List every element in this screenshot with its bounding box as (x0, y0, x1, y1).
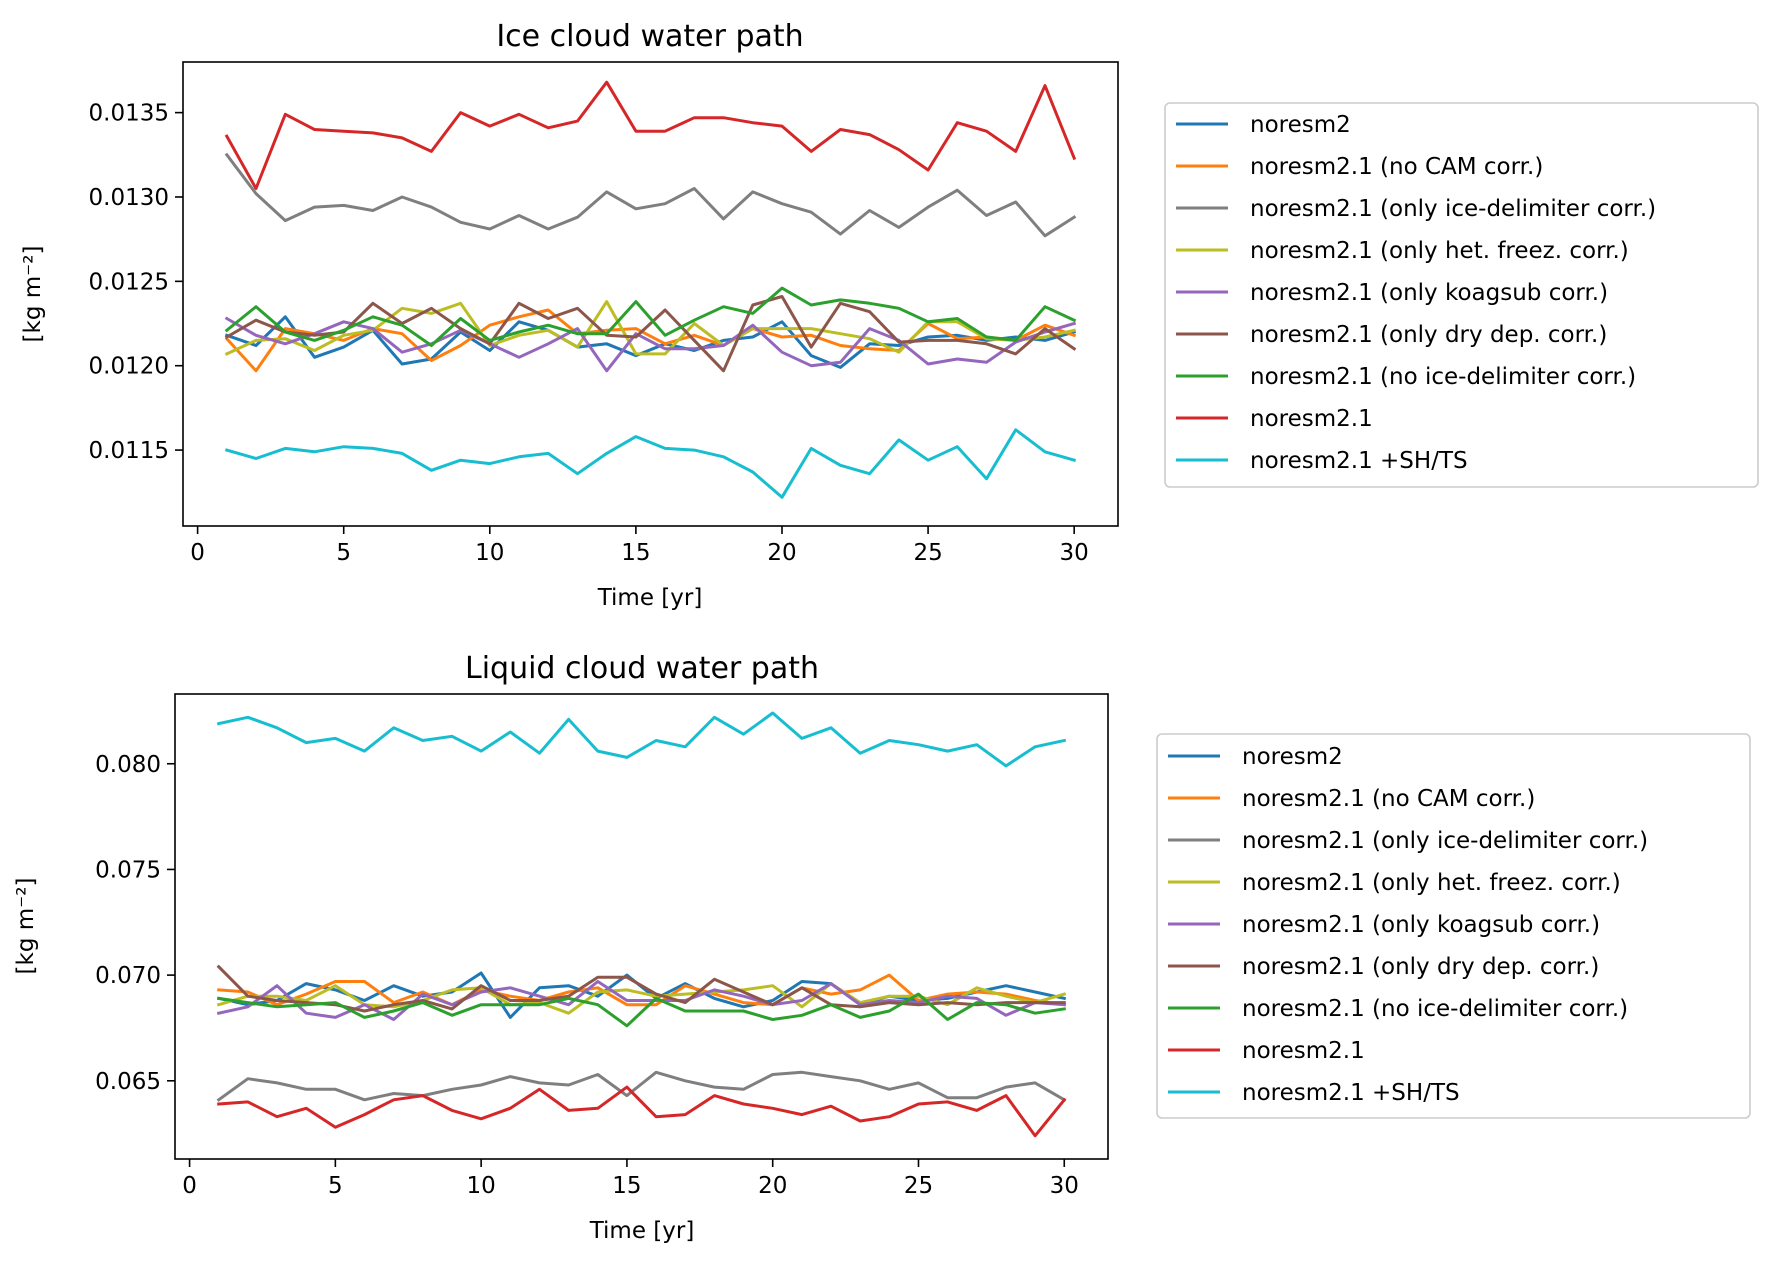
legend-item: noresm2.1 +SH/TS (1168, 1080, 1460, 1106)
x-tick-label: 30 (1060, 540, 1089, 566)
series-lines (216, 711, 1067, 1138)
legend-item: noresm2.1 (no CAM corr.) (1176, 154, 1543, 180)
x-tick-label: 30 (1050, 1173, 1079, 1199)
x-axis-label: Time [yr] (597, 585, 703, 611)
x-tick-label: 25 (913, 540, 942, 566)
legend-label: noresm2.1 (only ice-delimiter corr.) (1242, 828, 1648, 854)
legend-label: noresm2 (1250, 112, 1351, 138)
y-tick-label: 0.0135 (89, 101, 169, 127)
axes-frame (174, 693, 1109, 1160)
legend-label: noresm2.1 (only dry dep. corr.) (1242, 954, 1599, 980)
legend-box (1164, 102, 1759, 488)
legend-item: noresm2.1 (no ice-delimiter corr.) (1176, 364, 1636, 390)
legend-label: noresm2.1 +SH/TS (1242, 1080, 1460, 1106)
legend-label: noresm2.1 (only koagsub corr.) (1242, 912, 1600, 938)
legend-label: noresm2.1 (no ice-delimiter corr.) (1250, 364, 1636, 390)
series-line-6 (216, 964, 1066, 1013)
legend-label: noresm2.1 +SH/TS (1250, 448, 1468, 474)
x-tick-label: 10 (467, 1173, 496, 1199)
x-tick-label: 0 (182, 1173, 197, 1199)
legend-item: noresm2.1 (only dry dep. corr.) (1176, 322, 1607, 348)
chart-panel-1: Ice cloud water path 0 5 10 15 20 25 30 0.0115 0.… (20, 19, 1759, 611)
series-line-5 (216, 980, 1066, 1021)
legend-label: noresm2 (1242, 744, 1343, 770)
series-line-8 (217, 1085, 1067, 1138)
legend-box (1156, 733, 1751, 1119)
legend-label: noresm2.1 (1242, 1038, 1365, 1064)
series-line-9 (216, 711, 1067, 768)
series-line-3 (224, 152, 1077, 238)
legend-label: noresm2.1 (no CAM corr.) (1250, 154, 1543, 180)
series-line-4 (224, 300, 1076, 356)
y-axis-label: [kg m⁻²] (20, 246, 46, 343)
legend-label: noresm2.1 (only het. freez. corr.) (1250, 238, 1629, 264)
series-line-9 (224, 428, 1077, 499)
y-tick-label: 0.065 (95, 1069, 161, 1095)
chart-title: Ice cloud water path (496, 19, 803, 54)
series-line-8 (224, 80, 1077, 190)
legend-item: noresm2.1 (only ice-delimiter corr.) (1176, 196, 1656, 222)
x-tick-label: 20 (767, 540, 796, 566)
axes-frame (182, 61, 1119, 527)
x-tick-label: 20 (758, 1173, 787, 1199)
x-tick-label: 15 (621, 540, 650, 566)
legend-label: noresm2.1 (only ice-delimiter corr.) (1250, 196, 1656, 222)
legend-label: noresm2.1 (no ice-delimiter corr.) (1242, 996, 1628, 1022)
series-line-1 (224, 315, 1077, 369)
series-line-5 (224, 316, 1077, 373)
legend-item: noresm2.1 (only koagsub corr.) (1176, 280, 1608, 306)
legend-item: noresm2.1 (only het. freez. corr.) (1176, 238, 1629, 264)
legend-item: noresm2.1 (only koagsub corr.) (1168, 912, 1600, 938)
series-line-3 (216, 1070, 1067, 1102)
x-tick-label: 15 (612, 1173, 641, 1199)
legend-label: noresm2.1 (only het. freez. corr.) (1242, 870, 1621, 896)
legend-item: noresm2 (1168, 744, 1343, 770)
series-line-7 (217, 992, 1067, 1028)
y-tick-label: 0.075 (95, 857, 161, 883)
legend-item: noresm2.1 +SH/TS (1176, 448, 1468, 474)
legend-item: noresm2.1 (only dry dep. corr.) (1168, 954, 1599, 980)
y-tick-label: 0.0120 (89, 354, 169, 380)
x-tick-label: 5 (336, 540, 351, 566)
y-tick-label: 0.0115 (89, 438, 169, 464)
chart-title: Liquid cloud water path (465, 651, 819, 686)
series-line-6 (224, 295, 1077, 373)
legend-item: noresm2.1 (only ice-delimiter corr.) (1168, 828, 1648, 854)
legend: noresm2 noresm2.1 (no CAM corr.) noresm2.1… (1164, 102, 1759, 488)
legend-item: noresm2.1 (1168, 1038, 1365, 1064)
legend-item: noresm2.1 (1176, 406, 1373, 432)
legend-label: noresm2.1 (only koagsub corr.) (1250, 280, 1608, 306)
x-tick-label: 0 (190, 540, 205, 566)
legend-label: noresm2.1 (no CAM corr.) (1242, 786, 1535, 812)
legend: noresm2 noresm2.1 (no CAM corr.) noresm2.1… (1156, 733, 1751, 1119)
x-tick-label: 10 (475, 540, 504, 566)
legend-item: noresm2 (1176, 112, 1351, 138)
x-tick-label: 25 (904, 1173, 933, 1199)
y-tick-label: 0.0125 (89, 269, 169, 295)
legend-item: noresm2.1 (no CAM corr.) (1168, 786, 1535, 812)
legend-item: noresm2.1 (only het. freez. corr.) (1168, 870, 1621, 896)
y-tick-label: 0.070 (95, 963, 161, 989)
y-tick-label: 0.0130 (89, 185, 169, 211)
y-axis-label: [kg m⁻²] (13, 878, 39, 975)
legend-label: noresm2.1 (only dry dep. corr.) (1250, 322, 1607, 348)
y-tick-label: 0.080 (95, 752, 161, 778)
series-lines (224, 80, 1077, 499)
x-axis-label: Time [yr] (589, 1218, 695, 1244)
chart-panel-2: Liquid cloud water path 0 5 10 15 20 25 30 0.065… (13, 651, 1751, 1244)
legend-label: noresm2.1 (1250, 406, 1373, 432)
series-line-7 (224, 286, 1077, 347)
legend-item: noresm2.1 (no ice-delimiter corr.) (1168, 996, 1628, 1022)
x-tick-label: 5 (328, 1173, 343, 1199)
